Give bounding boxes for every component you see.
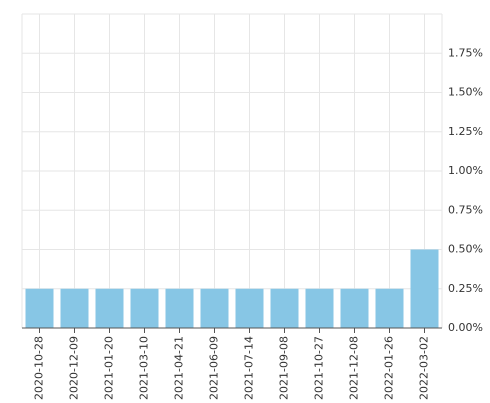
bar <box>340 288 369 328</box>
bar <box>305 288 334 328</box>
y-tick-label: 1.50% <box>448 86 483 99</box>
bar <box>200 288 229 328</box>
x-tick-label: 2022-01-26 <box>383 336 396 400</box>
bar <box>130 288 159 328</box>
y-tick-label: 0.50% <box>448 243 483 256</box>
y-tick-label: 1.75% <box>448 46 483 59</box>
bar <box>410 249 439 328</box>
x-tick-label: 2022-03-02 <box>418 336 431 400</box>
y-tick-label: 1.25% <box>448 125 483 138</box>
y-tick-label: 0.00% <box>448 321 483 334</box>
y-tick-label: 1.00% <box>448 164 483 177</box>
bar <box>375 288 404 328</box>
bar <box>25 288 54 328</box>
bar <box>270 288 299 328</box>
x-tick-label: 2021-12-08 <box>348 336 361 400</box>
x-tick-label: 2020-12-09 <box>68 336 81 400</box>
x-tick-label: 2021-04-21 <box>173 336 186 400</box>
bar <box>165 288 194 328</box>
x-tick-label: 2020-10-28 <box>33 336 46 400</box>
bar <box>60 288 89 328</box>
x-tick-label: 2021-09-08 <box>278 336 291 400</box>
x-tick-label: 2021-03-10 <box>138 336 151 400</box>
bar <box>95 288 124 328</box>
y-tick-label: 0.25% <box>448 282 483 295</box>
x-tick-label: 2021-01-20 <box>103 336 116 400</box>
x-tick-label: 2021-07-14 <box>243 336 256 400</box>
y-tick-label: 0.75% <box>448 203 483 216</box>
bar <box>235 288 264 328</box>
x-tick-label: 2021-10-27 <box>313 336 326 400</box>
x-tick-label: 2021-06-09 <box>208 336 221 400</box>
